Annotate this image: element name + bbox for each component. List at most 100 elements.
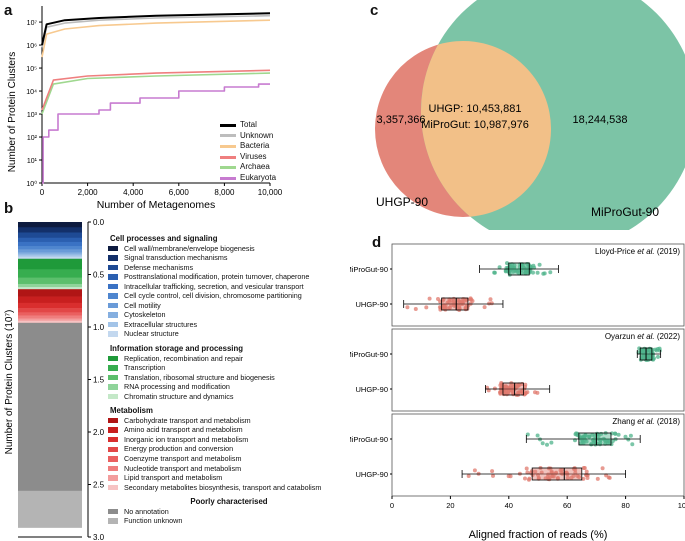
bar-segment — [18, 312, 82, 316]
data-point — [472, 468, 477, 473]
group-label: MiProGut-90 — [350, 265, 388, 274]
legend-item-archaea: Archaea — [220, 162, 276, 173]
data-point — [535, 433, 540, 438]
cog-label: Secondary metabolites biosynthesis, tran… — [124, 482, 322, 492]
data-point — [427, 296, 432, 301]
bar-segment — [18, 308, 82, 313]
cog-swatch — [108, 245, 118, 252]
legend-label: Viruses — [240, 151, 267, 161]
data-point — [573, 467, 578, 472]
data-point — [492, 386, 497, 391]
cog-legend-item: Translation, ribosomal structure and bio… — [108, 373, 348, 383]
cog-swatch — [108, 417, 118, 424]
data-point — [585, 476, 590, 480]
data-point — [587, 434, 591, 439]
cog-legend-item: Extracellular structures — [108, 320, 348, 330]
cog-swatch — [108, 456, 118, 462]
cog-label: Posttranslational modification, protein … — [124, 272, 310, 282]
data-point — [545, 442, 549, 447]
box-iqr — [502, 382, 524, 396]
bar-segment — [18, 252, 82, 255]
legend-label: Bacteria — [240, 141, 270, 151]
data-point — [598, 440, 603, 445]
cog-swatch — [108, 446, 118, 452]
data-point — [573, 432, 578, 437]
data-point — [584, 469, 589, 474]
data-point — [541, 271, 546, 276]
cog-swatch — [108, 302, 118, 309]
bar-segment — [18, 258, 82, 270]
cog-label: Intracellular trafficking, secretion, an… — [124, 281, 304, 291]
cog-swatch — [108, 331, 118, 337]
panel-b-stacked-bar: 0.0 0.5 1.0 1.5 2.0 2.5 3.0 Number of Protein … — [4, 218, 105, 540]
cog-legend-item: Nucleotide transport and metabolism — [108, 464, 348, 474]
panel-a-ytick-label: 10⁴ — [26, 89, 37, 96]
legend-swatch — [220, 166, 236, 170]
data-point — [459, 300, 464, 305]
venn-overlap — [421, 41, 551, 217]
panel-c-venn: 3,357,366 18,244,538 UHGP: 10,453,881 Mi… — [375, 0, 685, 230]
data-point — [533, 390, 537, 395]
legend-item-unknown: Unknown — [220, 131, 276, 142]
data-point — [543, 476, 548, 481]
data-point — [616, 432, 621, 437]
cog-swatch — [108, 255, 118, 261]
data-point — [537, 262, 542, 267]
cog-group-title: Poorly characterised — [190, 497, 268, 507]
box-iqr — [508, 262, 530, 276]
data-point — [466, 474, 471, 478]
cog-label: No annotation — [124, 506, 169, 516]
cog-legend-item: Cell cycle control, cell division, chrom… — [108, 291, 348, 301]
data-point — [452, 303, 457, 308]
bar-segment — [18, 246, 82, 250]
bar-segment — [18, 302, 82, 309]
panel-a-ytick-label: 10¹ — [27, 158, 38, 165]
bar-segment — [18, 320, 82, 324]
panel-a-xtick-label: 2,000 — [78, 188, 99, 197]
cog-legend-item: Energy production and conversion — [108, 444, 348, 454]
panel-a-xtick-label: 10,000 — [258, 188, 283, 197]
cog-legend-item: Coenzyme transport and metabolism — [108, 454, 348, 464]
cog-legend-item: Replication, recombination and repair — [108, 354, 348, 364]
cog-group-title: Information storage and processing — [110, 344, 244, 354]
cog-legend-item: Cytoskeleton — [108, 310, 348, 320]
cog-label: Chromatin structure and dynamics — [124, 391, 234, 401]
legend-item-viruses: Viruses — [220, 152, 276, 163]
line-total — [41, 12, 271, 46]
data-point — [628, 433, 633, 438]
cog-label: Nucleotide transport and metabolism — [124, 463, 242, 473]
cog-swatch — [108, 465, 118, 472]
data-point — [531, 270, 535, 275]
data-point — [536, 475, 541, 480]
cog-label: Function unknown — [124, 516, 183, 526]
data-point — [503, 269, 508, 274]
bar-segment — [18, 254, 82, 257]
cog-legend-item: Chromatin structure and dynamics — [108, 392, 348, 402]
data-point — [438, 299, 443, 304]
bar-segment — [18, 287, 82, 290]
cog-swatch — [108, 283, 118, 290]
data-point — [583, 433, 588, 438]
cog-label: Extracellular structures — [124, 319, 198, 329]
bar-segment — [18, 227, 82, 233]
cog-label: Signal transduction mechanisms — [124, 253, 228, 263]
cog-swatch — [108, 374, 118, 381]
panel-d-xtick-label: 60 — [563, 501, 571, 510]
cog-legend-item: Lipid transport and metabolism — [108, 473, 348, 483]
venn-uhgp-only: 3,357,366 — [377, 114, 426, 126]
data-point — [549, 440, 554, 445]
panel-a-line-chart: 10⁰ 10¹ 10² 10³ 10⁴ 10⁵ 10⁶ 10⁷ 0 2,000 4,000 6,000… — [7, 6, 283, 210]
bar-segment — [18, 318, 82, 321]
legend-swatch — [220, 176, 236, 180]
panel-label-a: a — [4, 2, 13, 19]
panel-d-xtick-label: 20 — [446, 501, 454, 510]
panel-d-xtick-label: 80 — [621, 501, 629, 510]
legend-swatch — [220, 144, 236, 148]
cog-group-title: Metabolism — [110, 406, 153, 416]
data-point — [424, 305, 429, 310]
cog-swatch — [108, 312, 118, 318]
cog-legend-item: Intracellular trafficking, secretion, an… — [108, 282, 348, 292]
cog-legend-item: Carbohydrate transport and metabolism — [108, 416, 348, 426]
bar-segment — [18, 322, 82, 492]
group-label: UHGP-90 — [355, 300, 388, 309]
